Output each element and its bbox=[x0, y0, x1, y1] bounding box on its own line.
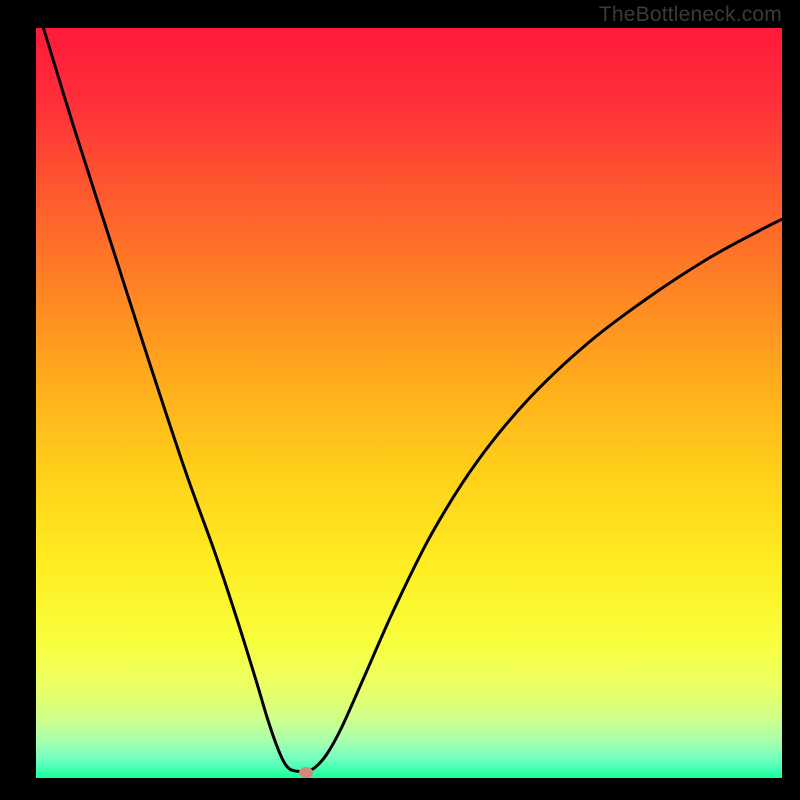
optimal-point-marker bbox=[299, 767, 313, 778]
plot-area bbox=[36, 28, 782, 778]
gradient-background bbox=[36, 28, 782, 778]
watermark-text: TheBottleneck.com bbox=[599, 3, 782, 27]
frame-right bbox=[782, 0, 800, 800]
frame-bottom bbox=[0, 778, 800, 800]
frame-left bbox=[0, 0, 36, 800]
